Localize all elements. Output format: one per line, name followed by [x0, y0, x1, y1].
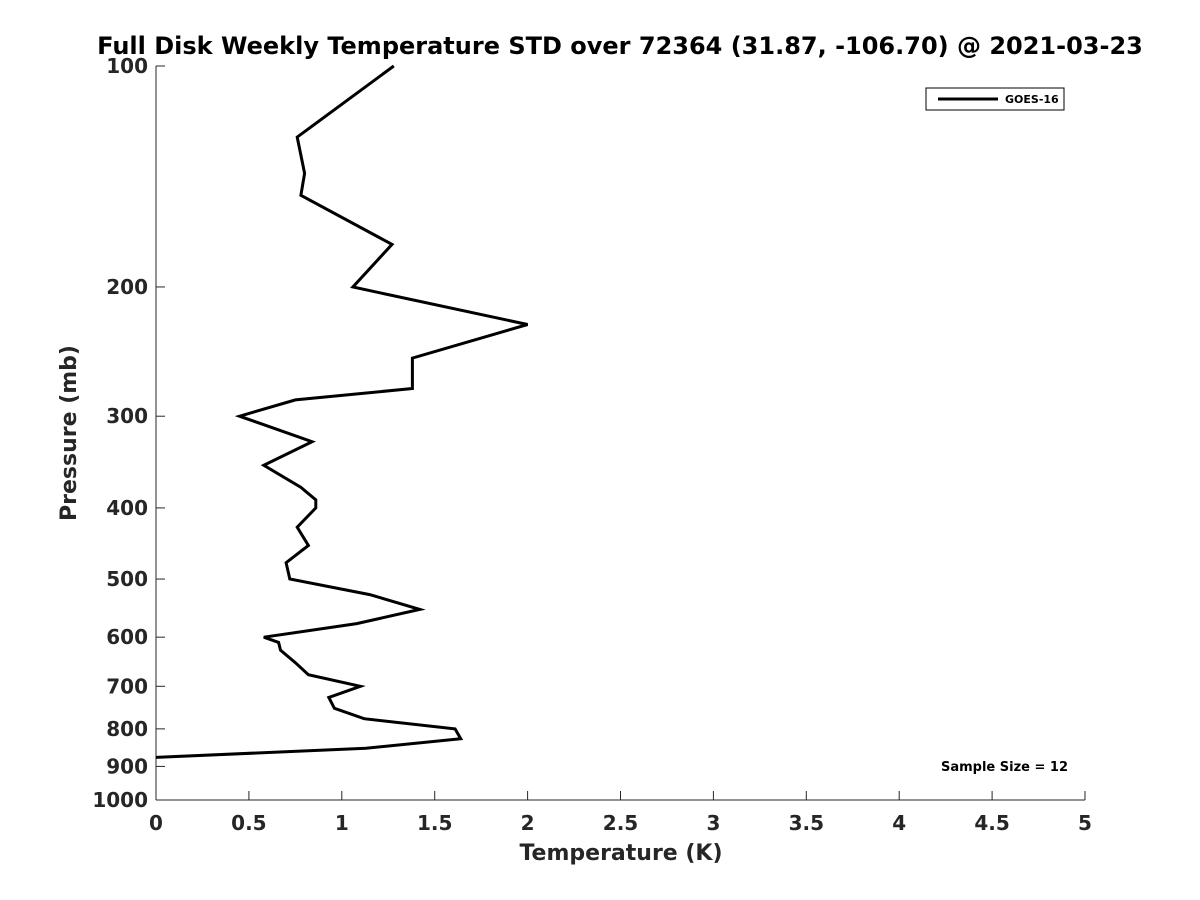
x-tick-label: 4.5 — [974, 811, 1009, 835]
sample-size-annotation: Sample Size = 12 — [941, 760, 1068, 775]
y-axis-ticks: 100 200 300 400 500 600 700 800 900 1000 — [92, 54, 165, 812]
y-axis-label: Pressure (mb) — [57, 345, 82, 521]
y-tick-label: 1000 — [92, 788, 148, 812]
x-tick-label: 3 — [706, 811, 720, 835]
legend-label-goes-16: GOES-16 — [1005, 93, 1059, 106]
x-tick-label: 0 — [149, 811, 163, 835]
x-tick-label: 3.5 — [789, 811, 824, 835]
x-axis-ticks: 0 0.5 1 1.5 2 2.5 3 3.5 4 4.5 5 — [149, 791, 1092, 835]
x-tick-label: 2.5 — [603, 811, 638, 835]
y-tick-label: 400 — [106, 496, 148, 520]
x-tick-label: 0.5 — [231, 811, 266, 835]
series-layer — [155, 64, 529, 759]
y-tick-label: 700 — [106, 674, 148, 698]
y-tick-label: 200 — [106, 275, 148, 299]
x-axis-label: Temperature (K) — [519, 841, 722, 866]
x-tick-label: 4 — [892, 811, 906, 835]
y-tick-label: 100 — [106, 54, 148, 78]
y-tick-label: 900 — [106, 754, 148, 778]
y-tick-label: 300 — [106, 404, 148, 428]
y-tick-label: 500 — [106, 567, 148, 591]
legend: GOES-16 — [925, 87, 1065, 111]
y-tick-label: 800 — [106, 717, 148, 741]
x-tick-label: 2 — [521, 811, 535, 835]
x-tick-label: 1 — [335, 811, 349, 835]
axes-box — [155, 66, 1085, 801]
x-tick-label: 1.5 — [417, 811, 452, 835]
series-line-goes-16 — [155, 64, 529, 759]
y-tick-label: 600 — [106, 625, 148, 649]
x-tick-label: 5 — [1078, 811, 1092, 835]
chart-title: Full Disk Weekly Temperature STD over 72… — [97, 32, 1143, 60]
